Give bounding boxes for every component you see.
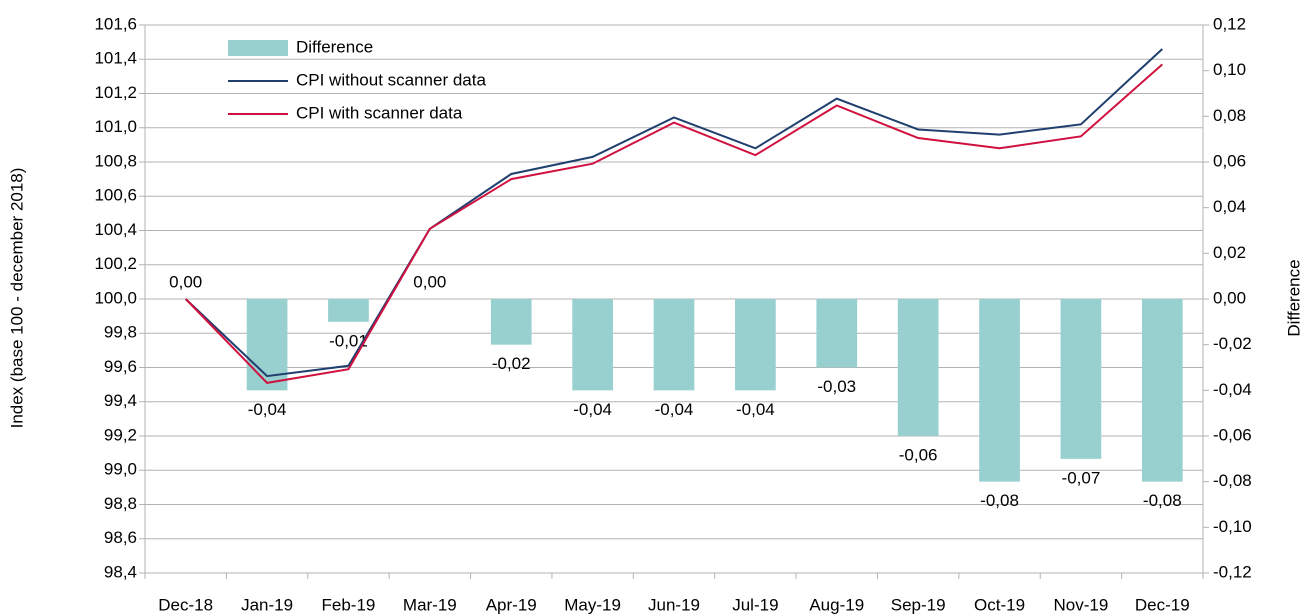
x-tick-label: Apr-19 <box>486 595 537 614</box>
y-tick-label: 99,2 <box>104 425 137 444</box>
data-label: -0,08 <box>1143 491 1182 510</box>
y-tick-label: 99,4 <box>104 391 137 410</box>
data-label: -0,04 <box>248 400 287 419</box>
data-label: -0,01 <box>329 331 368 350</box>
x-tick-label: Aug-19 <box>809 595 864 614</box>
x-tick-label: Jul-19 <box>732 595 778 614</box>
bar <box>490 299 532 345</box>
y-tick-label: 98,4 <box>104 562 137 581</box>
bar <box>816 299 858 368</box>
x-tick-label: Dec-18 <box>158 595 213 614</box>
x-tick-label: Oct-19 <box>974 595 1025 614</box>
x-tick-label: Nov-19 <box>1054 595 1109 614</box>
legend-swatch <box>228 40 288 56</box>
data-label: -0,07 <box>1062 468 1101 487</box>
bar <box>653 299 695 391</box>
y-tick-label: 100,4 <box>94 220 137 239</box>
y2-tick-label: 0,10 <box>1213 60 1246 79</box>
y2-tick-label: 0,08 <box>1213 106 1246 125</box>
y-tick-label: 100,2 <box>94 254 137 273</box>
x-tick-label: May-19 <box>564 595 621 614</box>
bar <box>328 299 369 322</box>
y-tick-label: 100,8 <box>94 151 137 170</box>
y-tick-label: 98,8 <box>104 494 137 513</box>
bar <box>897 299 939 436</box>
y2-tick-label: -0,04 <box>1213 380 1252 399</box>
y2-tick-label: 0,12 <box>1213 14 1246 33</box>
legend-label: Difference <box>296 37 373 56</box>
x-tick-label: Jan-19 <box>241 595 293 614</box>
y-tick-label: 99,0 <box>104 460 137 479</box>
x-tick-label: Feb-19 <box>322 595 376 614</box>
data-label: 0,00 <box>169 272 202 291</box>
y2-axis-title: Difference <box>1284 259 1303 336</box>
y-tick-label: 100,6 <box>94 186 137 205</box>
y-axis-title: Index (base 100 - december 2018) <box>7 168 26 429</box>
y-tick-label: 99,8 <box>104 323 137 342</box>
y2-tick-label: -0,12 <box>1213 562 1252 581</box>
legend-label: CPI without scanner data <box>296 70 486 89</box>
bar <box>735 299 776 391</box>
line <box>185 48 1163 378</box>
data-label: 0,00 <box>413 272 446 291</box>
y2-tick-label: 0,06 <box>1213 151 1246 170</box>
bar <box>1060 299 1102 459</box>
y-tick-label: 100,0 <box>94 288 137 307</box>
x-tick-label: Jun-19 <box>648 595 700 614</box>
y-tick-label: 98,6 <box>104 528 137 547</box>
y-tick-label: 99,6 <box>104 357 137 376</box>
y2-tick-label: 0,00 <box>1213 288 1246 307</box>
x-tick-label: Mar-19 <box>403 595 457 614</box>
line <box>184 63 1163 384</box>
x-tick-label: Dec-19 <box>1135 595 1190 614</box>
y2-tick-label: -0,08 <box>1213 471 1252 490</box>
data-label: -0,04 <box>655 400 694 419</box>
y-tick-label: 101,6 <box>94 14 137 33</box>
bar <box>572 299 613 391</box>
y2-tick-label: -0,10 <box>1213 517 1252 536</box>
y-tick-label: 101,0 <box>94 117 137 136</box>
legend-label: CPI with scanner data <box>296 103 463 122</box>
y-tick-label: 101,2 <box>94 83 137 102</box>
y2-tick-label: 0,04 <box>1213 197 1246 216</box>
data-label: -0,03 <box>817 377 856 396</box>
data-label: -0,02 <box>492 354 531 373</box>
data-label: -0,04 <box>573 400 612 419</box>
data-label: -0,08 <box>980 491 1019 510</box>
bar <box>1141 299 1183 482</box>
data-label: -0,06 <box>899 445 938 464</box>
bar <box>979 299 1020 482</box>
y2-tick-label: -0,06 <box>1213 425 1252 444</box>
x-tick-label: Sep-19 <box>891 595 946 614</box>
y-tick-label: 101,4 <box>94 49 137 68</box>
data-label: -0,04 <box>736 400 775 419</box>
y2-tick-label: 0,02 <box>1213 243 1246 262</box>
y2-tick-label: -0,02 <box>1213 334 1252 353</box>
